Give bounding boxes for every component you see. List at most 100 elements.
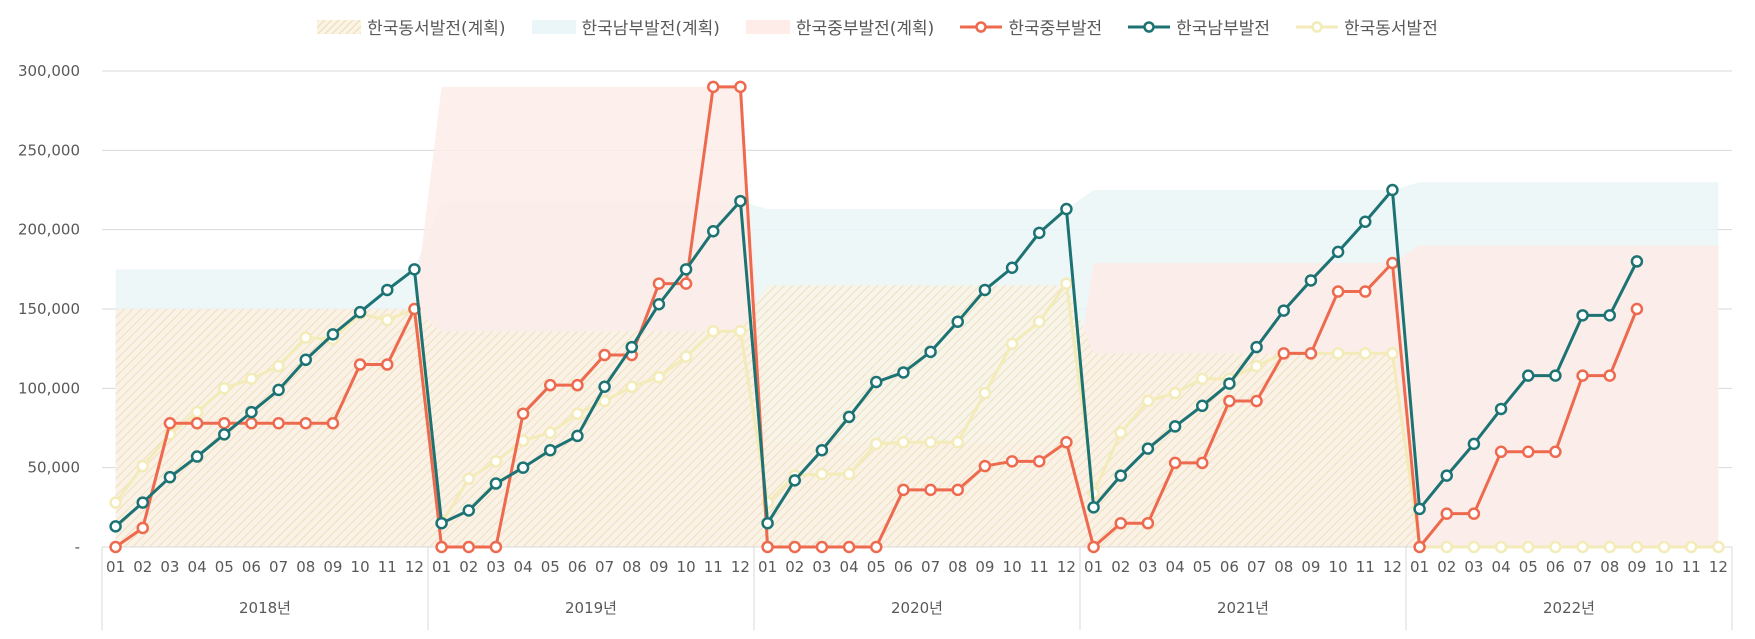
data-point [1630,255,1644,268]
data-point [299,353,312,367]
x-tick-label: 10 [1329,558,1348,576]
x-tick-label: 03 [160,558,179,576]
x-tick-label: 08 [1274,558,1293,576]
data-point [788,474,801,487]
data-point [544,426,557,440]
data-point [489,477,503,490]
x-tick-label: 01 [106,558,125,576]
legend-item-nambu-plan[interactable]: 한국남부발전(계획) [531,14,720,39]
legend-item-jungbu[interactable]: 한국중부발전 [960,14,1102,39]
legend-marker-dongseo [1296,20,1338,33]
data-point [761,516,774,530]
data-point [1087,501,1100,514]
y-tick-label: 100,000 [18,379,80,397]
data-point [1223,394,1236,408]
data-point [1576,369,1589,382]
data-point [1359,215,1372,228]
data-point [1331,245,1345,259]
data-point [1440,507,1453,520]
data-point [870,437,883,451]
data-point [598,394,611,408]
data-point [1386,347,1399,360]
x-tick-label: 03 [1464,558,1483,576]
data-point [408,263,421,276]
data-point [1386,183,1399,197]
data-point [707,80,720,94]
x-tick-label: 06 [894,558,913,576]
data-point [897,436,910,449]
data-point [381,313,394,327]
x-tick-label: 10 [1003,558,1022,576]
x-tick-label: 11 [1682,558,1701,576]
data-point [625,380,638,393]
data-point [1060,277,1073,290]
data-point [924,436,937,449]
data-point [1494,402,1508,416]
x-tick-label: 12 [1709,558,1728,576]
year-label: 2020년 [891,599,943,617]
legend-item-dongseo[interactable]: 한국동서발전 [1296,14,1438,39]
data-point [1359,347,1372,360]
data-point [1549,369,1562,382]
data-point [734,80,747,94]
data-point [1494,540,1508,554]
data-point [1005,337,1019,351]
y-tick-label: - [75,538,80,556]
x-tick-label: 04 [1166,558,1185,576]
data-point [1114,469,1127,482]
legend-swatch-nambu-plan [531,19,576,34]
x-tick-label: 06 [1220,558,1239,576]
data-point [109,540,122,554]
data-point [163,470,177,484]
data-point [489,540,503,554]
data-point [897,366,910,379]
data-point [516,407,530,420]
data-point [707,324,720,338]
data-point [870,375,883,389]
data-point [1467,437,1481,451]
data-point [381,283,394,297]
data-point [1331,285,1345,298]
data-point [1196,456,1209,470]
x-tick-label: 05 [1193,558,1212,576]
data-point [245,405,258,419]
data-point [1005,455,1019,468]
data-point [1576,309,1589,322]
legend-item-jungbu-plan[interactable]: 한국중부발전(계획) [745,14,934,39]
legend-marker-nambu [1128,20,1171,33]
y-tick-label: 250,000 [18,141,80,159]
data-point [109,496,122,509]
data-point [924,345,937,359]
x-tick-label: 04 [514,558,533,576]
data-point [1494,445,1508,459]
legend-item-nambu[interactable]: 한국남부발전 [1128,14,1270,39]
data-point [1359,285,1372,298]
x-tick-label: 02 [133,558,152,576]
x-tick-label: 07 [1573,558,1592,576]
legend-marker-jungbu [960,20,1003,33]
legend-item-dongseo-plan[interactable]: 한국동서발전(계획) [317,14,506,39]
data-point [462,540,475,554]
x-tick-label: 10 [1655,558,1674,576]
x-tick-label: 06 [242,558,261,576]
x-tick-label: 08 [1600,558,1619,576]
data-point [272,416,285,430]
x-tick-label: 06 [1546,558,1565,576]
data-point [1304,274,1318,287]
x-tick-label: 11 [1356,558,1375,576]
data-point [1033,455,1046,468]
legend: 한국동서발전(계획) 한국남부발전(계획) 한국중부발전(계획) 한국중부발전 [0,14,1755,39]
data-point [218,382,231,395]
data-point [136,496,149,509]
data-point [353,305,367,319]
x-tick-label: 03 [1138,558,1157,576]
x-tick-label: 02 [1111,558,1130,576]
year-label: 2021년 [1217,599,1269,617]
x-tick-label: 07 [1247,558,1266,576]
data-point [734,194,747,208]
data-point [951,436,964,449]
x-tick-label: 07 [269,558,288,576]
data-point [842,410,856,424]
data-point [1522,540,1535,554]
data-point [951,315,964,328]
